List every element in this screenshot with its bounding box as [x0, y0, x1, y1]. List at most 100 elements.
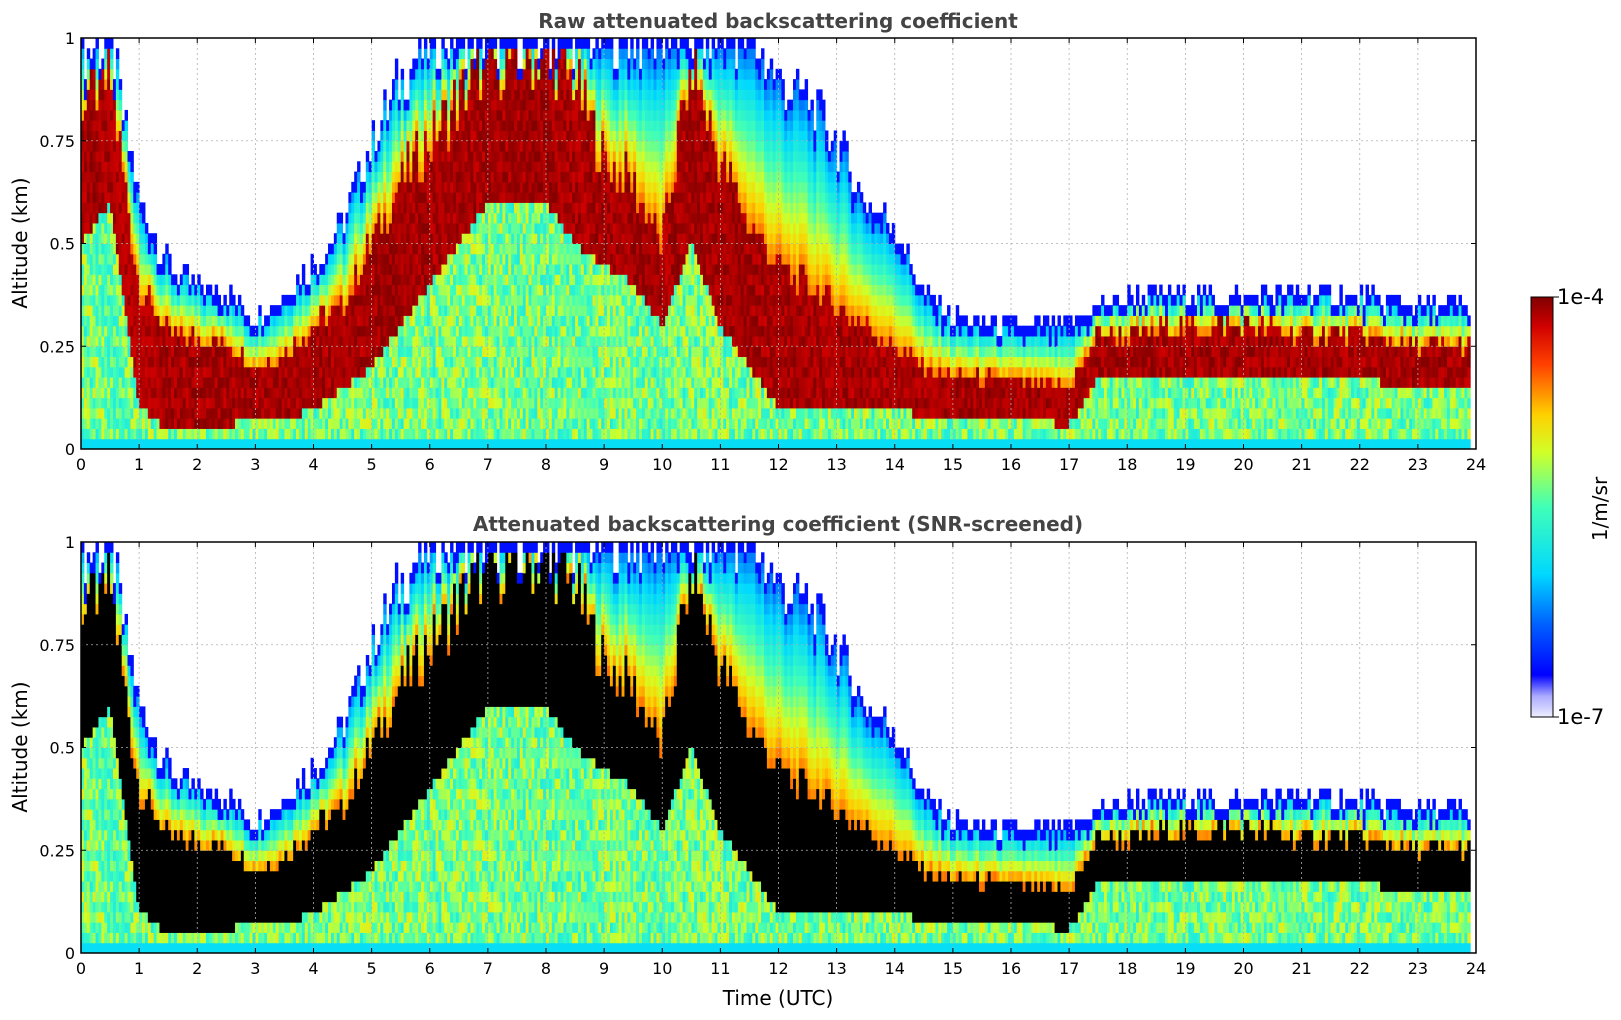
heatmap-cell [86, 428, 91, 440]
heatmap-cell [319, 294, 323, 306]
heatmap-cell [261, 366, 265, 378]
heatmap-cell [421, 325, 425, 337]
heatmap-cell [386, 264, 390, 275]
heatmap-cell [81, 253, 85, 265]
heatmap-cell [115, 222, 120, 234]
heatmap-cell [142, 356, 146, 368]
heatmap-cell [453, 48, 457, 60]
heatmap-cell [386, 202, 390, 214]
heatmap-cell [325, 387, 329, 399]
heatmap-cell [467, 192, 471, 203]
heatmap-cell [418, 130, 422, 142]
heatmap-cell [566, 305, 570, 316]
heatmap-cell [473, 438, 477, 449]
heatmap-cell [438, 171, 442, 183]
heatmap-cell [208, 335, 213, 347]
heatmap-cell [554, 243, 559, 255]
heatmap-cell [374, 264, 378, 275]
heatmap-cell [447, 356, 451, 368]
heatmap-cell [133, 397, 137, 409]
heatmap-cell [397, 438, 402, 449]
heatmap-cell [423, 68, 428, 80]
heatmap-cell [383, 428, 387, 440]
heatmap-cell [371, 274, 376, 286]
heatmap-cell [487, 161, 492, 173]
heatmap-cell [389, 356, 393, 368]
heatmap-cell [499, 284, 503, 296]
heatmap-cell [447, 171, 451, 183]
heatmap-cell [412, 315, 416, 327]
heatmap-cell [121, 233, 126, 244]
heatmap-cell [147, 294, 152, 306]
heatmap-cell [325, 356, 329, 368]
heatmap-cell [101, 89, 105, 101]
heatmap-cell [330, 294, 335, 306]
heatmap-cell [505, 335, 509, 347]
heatmap-cell [476, 38, 480, 49]
heatmap-cell [421, 68, 425, 80]
heatmap-cell [339, 284, 344, 296]
heatmap-cell [121, 428, 126, 440]
heatmap-cell [345, 325, 349, 337]
heatmap-cell [473, 377, 477, 388]
heatmap-cell [563, 140, 567, 152]
heatmap-cell [461, 366, 466, 378]
heatmap-cell [394, 335, 399, 347]
heatmap-cell [246, 356, 251, 368]
heatmap-cell [185, 284, 190, 296]
heatmap-cell [473, 315, 477, 327]
heatmap-cell [493, 377, 498, 388]
heatmap-cell [482, 274, 486, 286]
heatmap-cell [394, 325, 399, 337]
heatmap-cell [586, 346, 591, 358]
heatmap-cell [429, 68, 434, 80]
heatmap-cell [551, 294, 556, 306]
heatmap-cell [348, 438, 352, 449]
heatmap-cell [586, 264, 591, 275]
heatmap-cell [89, 407, 94, 419]
heatmap-cell [479, 161, 483, 173]
heatmap-cell [112, 161, 117, 173]
heatmap-cell [281, 305, 285, 316]
heatmap-cell [476, 428, 480, 440]
heatmap-cell [537, 233, 541, 244]
heatmap-cell [130, 377, 134, 388]
heatmap-cell [496, 325, 500, 337]
heatmap-cell [511, 387, 515, 399]
heatmap-cell [261, 418, 265, 429]
heatmap-cell [572, 335, 576, 347]
heatmap-cell [444, 48, 448, 60]
heatmap-cell [528, 264, 532, 275]
heatmap-cell [243, 428, 248, 440]
heatmap-cell [351, 212, 355, 224]
heatmap-cell [464, 151, 469, 162]
heatmap-cell [493, 99, 498, 111]
heatmap-cell [354, 253, 358, 265]
heatmap-cell [403, 356, 407, 368]
heatmap-cell [252, 377, 256, 388]
heatmap-cell [89, 171, 94, 183]
heatmap-cell [380, 171, 384, 183]
heatmap-cell [144, 397, 149, 409]
heatmap-cell [429, 99, 434, 111]
heatmap-cell [525, 212, 530, 224]
heatmap-cell [391, 233, 396, 244]
heatmap-cell [499, 315, 503, 327]
heatmap-cell [383, 192, 387, 203]
heatmap-cell [525, 38, 530, 49]
heatmap-cell [522, 89, 527, 101]
heatmap-cell [429, 181, 434, 193]
heatmap-cell [127, 151, 131, 162]
heatmap-cell [394, 294, 399, 306]
heatmap-cell [394, 89, 399, 101]
heatmap-cell [112, 418, 117, 429]
heatmap-cell [522, 264, 527, 275]
heatmap-cell [368, 243, 373, 255]
heatmap-cell [261, 428, 265, 440]
heatmap-cell [444, 140, 448, 152]
heatmap-cell [482, 79, 486, 90]
heatmap-cell [107, 325, 111, 337]
heatmap-cell [345, 377, 349, 388]
heatmap-cell [316, 387, 320, 399]
heatmap-cell [534, 109, 538, 121]
